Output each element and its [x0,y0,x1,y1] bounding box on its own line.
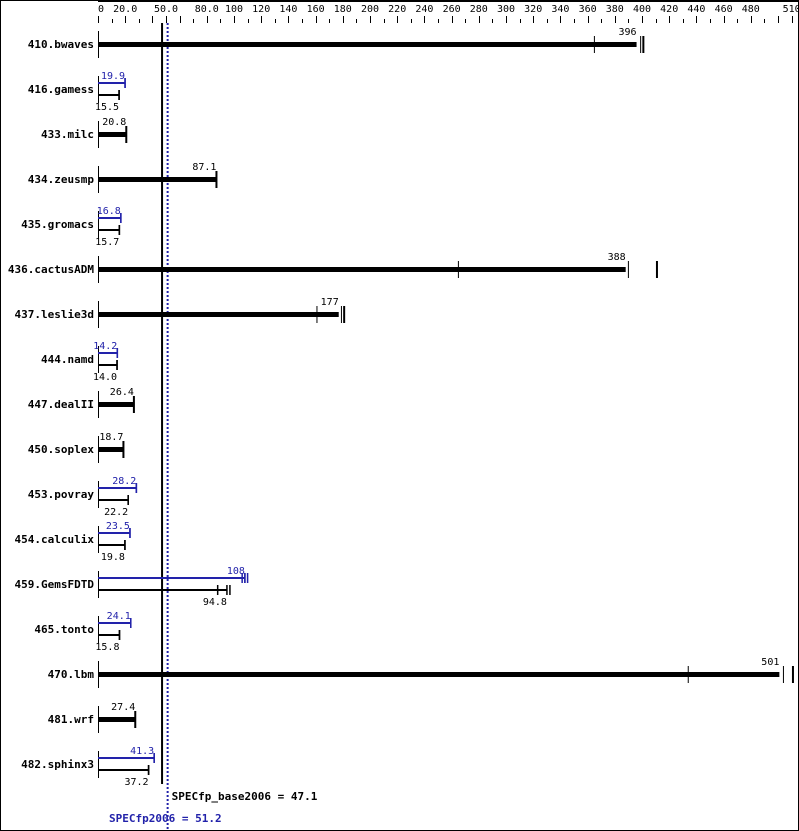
bar-base [98,634,120,636]
value-label-peak: 23.5 [106,521,130,532]
bar-base [98,717,136,722]
bar-base [98,229,120,231]
value-label-base: 15.5 [95,102,119,113]
value-label-peak: 28.2 [112,476,136,487]
value-label: 501 [761,657,779,668]
bar-peak [98,352,118,354]
bar-base [98,132,127,137]
benchmark-label: 416.gamess [28,83,94,96]
x-tick-label: 160 [307,4,325,15]
bar-peak [98,757,155,759]
value-label-peak: 41.3 [130,746,154,757]
peak-summary-label: SPECfp2006 = 51.2 [109,812,222,825]
value-label: 177 [321,297,339,308]
bar-base [98,267,626,272]
benchmark-label: 436.cactusADM [8,263,94,276]
x-tick-label: 300 [497,4,515,15]
x-tick-label: 340 [551,4,569,15]
x-tick-label: 400 [633,4,651,15]
bar-base [98,312,339,317]
bar-base [98,447,124,452]
bar-base [98,94,120,96]
value-label-peak: 16.8 [97,206,121,217]
bar-peak [98,487,137,489]
x-tick-label: 440 [687,4,705,15]
benchmark-label: 453.povray [28,488,95,501]
base-summary-label: SPECfp_base2006 = 47.1 [172,790,318,803]
bar-base [98,769,149,771]
value-label-base: 94.8 [203,597,227,608]
benchmark-label: 433.milc [41,128,94,141]
value-label: 396 [618,27,636,38]
x-tick-label: 120 [252,4,270,15]
benchmark-label: 482.sphinx3 [21,758,94,771]
value-label: 20.8 [102,117,126,128]
value-label-base: 22.2 [104,507,128,518]
benchmark-label: 450.soplex [28,443,95,456]
benchmark-label: 481.wrf [48,713,94,726]
bar-base [98,177,217,182]
bar-base [98,364,118,366]
benchmark-label: 470.lbm [48,668,95,681]
x-tick-label: 320 [524,4,542,15]
bar-base [98,544,125,546]
x-tick-label: 80.0 [195,4,219,15]
value-label-base: 37.2 [124,777,148,788]
benchmark-label: 447.dealII [28,398,94,411]
bar-peak [98,217,121,219]
bar-peak [98,622,131,624]
x-tick-label: 280 [470,4,488,15]
bar-peak [98,532,130,534]
x-tick-label: 20.0 [113,4,137,15]
x-tick-label: 380 [606,4,624,15]
x-tick-label: 200 [361,4,379,15]
x-tick-label: 240 [415,4,433,15]
value-label: 27.4 [111,702,135,713]
x-tick-label: 100 [225,4,243,15]
value-label-peak: 19.9 [101,71,125,82]
x-tick-label: 260 [443,4,461,15]
benchmark-label: 434.zeusmp [28,173,95,186]
value-label-base: 14.0 [93,372,117,383]
benchmark-label: 459.GemsFDTD [15,578,95,591]
bar-base [98,672,780,677]
bar-base [98,499,129,501]
benchmark-label: 454.calculix [15,533,95,546]
bar-peak [98,577,245,579]
x-tick-label: 420 [660,4,678,15]
bar-peak [98,82,126,84]
x-tick-label: 140 [279,4,297,15]
value-label: 26.4 [110,387,134,398]
benchmark-label: 435.gromacs [21,218,94,231]
bar-base [98,589,227,591]
x-tick-label: 220 [388,4,406,15]
value-label-peak: 14.2 [93,341,117,352]
benchmark-label: 437.leslie3d [15,308,94,321]
benchmark-label: 444.namd [41,353,94,366]
bar-base [98,42,637,47]
benchmark-label: 465.tonto [34,623,94,636]
value-label-base: 15.7 [95,237,119,248]
bar-base [98,402,134,407]
x-tick-label: 0 [98,4,104,15]
x-tick-label: 480 [742,4,760,15]
value-label-base: 15.8 [95,642,119,653]
value-label: 388 [608,252,626,263]
x-tick-label: 360 [579,4,597,15]
benchmark-label: 410.bwaves [28,38,94,51]
value-label: 87.1 [192,162,216,173]
x-tick-label: 180 [334,4,352,15]
x-tick-label: 510 [783,4,798,15]
value-label-peak: 108 [227,566,245,577]
value-label: 18.7 [99,432,123,443]
x-tick-label: 460 [715,4,733,15]
value-label-base: 19.8 [101,552,125,563]
x-tick-label: 50.0 [154,4,178,15]
value-label-peak: 24.1 [107,611,131,622]
